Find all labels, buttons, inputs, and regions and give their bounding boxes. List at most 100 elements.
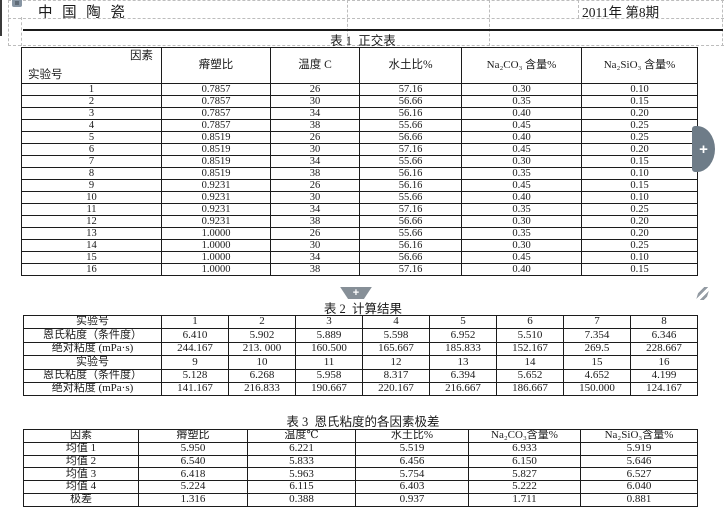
journal-title: 中 国 陶 瓷 bbox=[38, 5, 128, 21]
row-label-cell: 14 bbox=[21, 239, 162, 253]
value-cell: 57.16 bbox=[359, 82, 462, 97]
value-cell: 0.40 bbox=[461, 191, 582, 205]
row-label-cell: 均值 2 bbox=[23, 454, 139, 469]
value-cell: 6.527 bbox=[580, 467, 698, 482]
value-cell: 55.66 bbox=[359, 119, 462, 133]
gridline-vertical bbox=[578, 0, 579, 18]
value-cell: 3 bbox=[295, 314, 363, 330]
value-cell: 0.15 bbox=[581, 95, 698, 109]
table-resize-grip-icon[interactable] bbox=[696, 287, 710, 300]
row-label-cell: 均值 4 bbox=[23, 480, 139, 494]
value-cell: 0.30 bbox=[461, 215, 582, 229]
value-cell: 1.711 bbox=[468, 492, 581, 507]
value-cell: 30 bbox=[270, 239, 360, 253]
row-label-cell: 2 bbox=[21, 95, 162, 109]
value-cell: 160.500 bbox=[295, 341, 363, 357]
value-cell: 14 bbox=[496, 355, 564, 370]
value-cell: 26 bbox=[270, 82, 360, 97]
value-cell: 0.30 bbox=[461, 82, 582, 97]
value-cell: 56.16 bbox=[359, 179, 462, 193]
value-cell: 5.827 bbox=[468, 467, 581, 482]
value-cell: 56.66 bbox=[359, 131, 462, 145]
row-label-cell: 3 bbox=[21, 107, 162, 121]
value-cell: 0.25 bbox=[581, 239, 698, 253]
value-cell: 1 bbox=[161, 314, 229, 330]
value-cell: 38 bbox=[270, 215, 360, 229]
table1-caption: 表 1 正交表 bbox=[330, 34, 396, 48]
value-cell: 150.000 bbox=[563, 381, 631, 397]
value-cell: 1.0000 bbox=[161, 263, 271, 277]
table-row: 7 0.8519 34 55.66 0.30 0.15 bbox=[21, 155, 698, 169]
value-cell: 6.115 bbox=[247, 480, 356, 494]
row-label-cell: 4 bbox=[21, 119, 162, 133]
table-row: 13 1.0000 26 55.66 0.35 0.20 bbox=[21, 227, 698, 241]
value-cell: 6.040 bbox=[580, 480, 698, 494]
value-cell: 56.66 bbox=[359, 95, 462, 109]
value-cell: 0.35 bbox=[461, 95, 582, 109]
value-cell: 6.418 bbox=[138, 467, 248, 482]
value-cell: 5.963 bbox=[247, 467, 356, 482]
issue-label: 2011年 第8期 bbox=[582, 5, 660, 20]
value-cell: 0.30 bbox=[461, 155, 582, 169]
value-cell: 4.199 bbox=[630, 368, 698, 383]
value-cell: 15 bbox=[563, 355, 631, 370]
value-cell: 5.128 bbox=[161, 368, 229, 383]
value-cell: 9 bbox=[161, 355, 229, 370]
value-cell: 0.15 bbox=[581, 155, 698, 169]
value-cell: 0.7857 bbox=[161, 119, 271, 133]
value-cell: 5.652 bbox=[496, 368, 564, 383]
value-cell: 6.268 bbox=[228, 368, 296, 383]
gridline-vertical bbox=[489, 0, 490, 46]
row-label-cell: 绝对粘度 (mPa·s) bbox=[23, 341, 162, 357]
value-cell: 55.66 bbox=[359, 227, 462, 241]
value-cell: 57.16 bbox=[359, 203, 462, 217]
value-cell: 56.66 bbox=[359, 215, 462, 229]
insert-row-button[interactable]: + bbox=[340, 287, 372, 299]
value-cell: 0.9231 bbox=[161, 203, 271, 217]
insert-column-button[interactable]: + bbox=[692, 126, 715, 172]
range-table: 因素 瘠塑比 温度℃ 水土比% Na₂CO₃含量% Na₂SiO₃含量% 均值 … bbox=[23, 429, 698, 507]
row-label-cell: 12 bbox=[21, 215, 162, 229]
value-cell: 5.222 bbox=[468, 480, 581, 494]
value-cell: 216.833 bbox=[228, 381, 296, 397]
value-cell: 0.20 bbox=[581, 227, 698, 241]
value-cell: 0.388 bbox=[247, 492, 356, 507]
table-row: 绝对粘度 (mPa·s) 141.167 216.833 190.667 220.167… bbox=[23, 381, 698, 397]
value-cell: 185.833 bbox=[429, 341, 497, 357]
value-cell: 26 bbox=[270, 131, 360, 145]
value-cell: 0.9231 bbox=[161, 215, 271, 229]
value-cell: 6.221 bbox=[247, 441, 356, 456]
column-header: Na₂SiO₃ 含量% bbox=[581, 47, 698, 84]
value-cell: 124.167 bbox=[630, 381, 698, 397]
table-row: 实验号 9 10 11 12 13 14 15 16 bbox=[23, 355, 698, 370]
column-header: 瘠塑比 bbox=[138, 429, 248, 443]
value-cell: 0.15 bbox=[581, 179, 698, 193]
value-cell: 220.167 bbox=[362, 381, 430, 397]
value-cell: 0.9231 bbox=[161, 191, 271, 205]
row-label-cell: 16 bbox=[21, 263, 162, 277]
value-cell: 165.667 bbox=[362, 341, 430, 357]
value-cell: 0.35 bbox=[461, 167, 582, 181]
row-label-cell: 13 bbox=[21, 227, 162, 241]
value-cell: 34 bbox=[270, 107, 360, 121]
value-cell: 190.667 bbox=[295, 381, 363, 397]
value-cell: 141.167 bbox=[161, 381, 229, 397]
table-row: 实验号 1 2 3 4 5 6 7 8 bbox=[23, 314, 698, 330]
value-cell: 30 bbox=[270, 143, 360, 157]
value-cell: 0.7857 bbox=[161, 82, 271, 97]
value-cell: 1.316 bbox=[138, 492, 248, 507]
orthogonal-table: 因素 实验号 瘠塑比 温度 C 水土比% Na₂CO₃ 含量% Na₂SiO₃ … bbox=[21, 47, 698, 277]
table2-caption: 表 2 计算结果 bbox=[323, 302, 403, 316]
value-cell: 13 bbox=[429, 355, 497, 370]
gridline-horizontal bbox=[8, 0, 724, 1]
table-anchor-icon[interactable] bbox=[12, 0, 22, 7]
value-cell: 0.40 bbox=[461, 107, 582, 121]
table-row: 均值 4 5.224 6.115 6.403 5.222 6.040 bbox=[23, 480, 698, 494]
value-cell: 0.20 bbox=[581, 143, 698, 157]
value-cell: 0.7857 bbox=[161, 107, 271, 121]
value-cell: 26 bbox=[270, 227, 360, 241]
row-label-cell: 恩氏粘度（条件度） bbox=[23, 368, 162, 383]
row-label-cell: 6 bbox=[21, 143, 162, 157]
results-table: 实验号 1 2 3 4 5 6 7 8 恩氏粘度（条件度） 6.410 5.902 5.889 5.598… bbox=[23, 314, 698, 397]
